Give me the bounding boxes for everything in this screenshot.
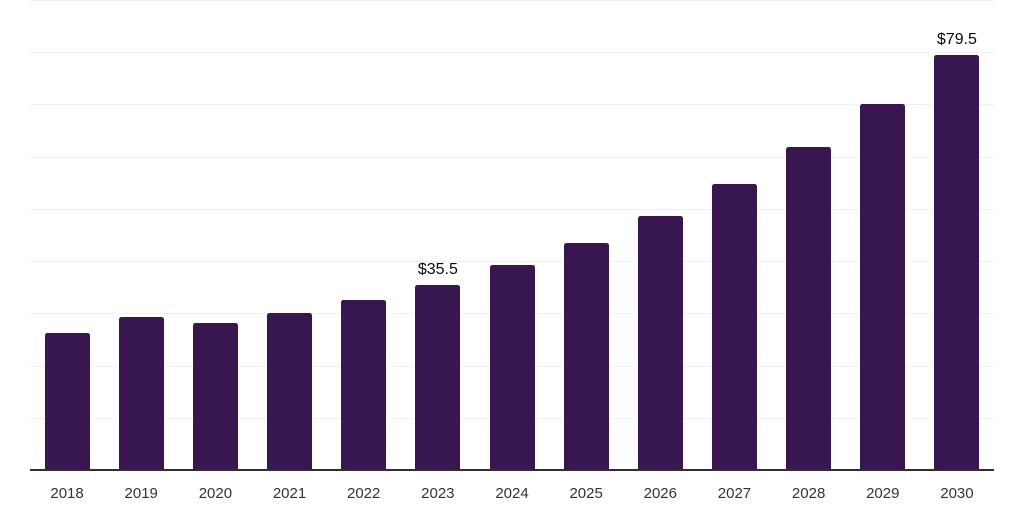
bar-2024 xyxy=(489,264,535,470)
gridline-40 xyxy=(30,261,994,263)
gridline-90 xyxy=(30,0,994,1)
bar-2029 xyxy=(860,104,906,470)
value-label-2023: $35.5 xyxy=(417,260,458,278)
x-tick-2020: 2020 xyxy=(198,485,233,502)
gridline-60 xyxy=(30,156,994,158)
x-tick-2023: 2023 xyxy=(421,485,455,502)
x-tick-2029: 2029 xyxy=(866,485,900,502)
bar-2023 xyxy=(415,284,461,470)
x-tick-2019: 2019 xyxy=(124,485,158,502)
bar-2022 xyxy=(341,299,387,470)
bar-2020 xyxy=(192,323,238,470)
x-tick-2030: 2030 xyxy=(940,485,974,502)
x-tick-2022: 2022 xyxy=(347,485,381,502)
bar-2025 xyxy=(563,242,609,470)
x-tick-2026: 2026 xyxy=(643,485,677,502)
bar-2027 xyxy=(711,184,757,470)
bar-2026 xyxy=(637,215,683,470)
x-tick-2018: 2018 xyxy=(50,485,84,502)
bar-2019 xyxy=(118,317,164,470)
plot-area: $35.5 $79.5 xyxy=(30,0,994,470)
bar-2021 xyxy=(267,312,313,470)
x-tick-2027: 2027 xyxy=(717,485,752,502)
gridline-70 xyxy=(30,104,994,106)
bar-2030 xyxy=(934,54,980,470)
x-tick-2025: 2025 xyxy=(569,485,603,502)
x-tick-2021: 2021 xyxy=(272,485,307,502)
bar-2018 xyxy=(44,332,90,470)
x-tick-2028: 2028 xyxy=(791,485,826,502)
gridline-80 xyxy=(30,52,994,54)
x-tick-2024: 2024 xyxy=(495,485,529,502)
bar-2028 xyxy=(786,147,832,470)
gridline-50 xyxy=(30,208,994,210)
x-axis-line xyxy=(30,469,994,471)
value-label-2030: $79.5 xyxy=(936,30,977,48)
